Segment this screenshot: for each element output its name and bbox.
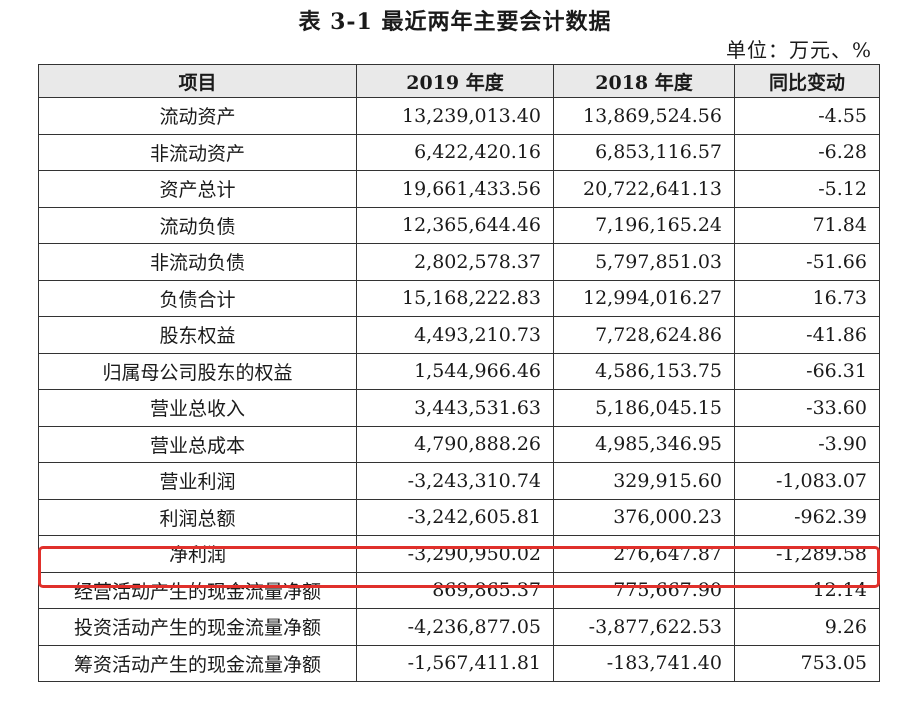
row-item-label: 经营活动产生的现金流量净额	[38, 571, 357, 609]
row-value-change: -4.55	[734, 97, 880, 135]
row-item-label: 净利润	[38, 535, 357, 573]
row-item-label: 非流动负债	[38, 243, 357, 281]
accounting-data-table: 项目 2019 年度 2018 年度 同比变动 流动资产 13,239,013.4…	[38, 64, 880, 682]
table-row: 归属母公司股东的权益 1,544,966.46 4,586,153.75 -66.31	[38, 352, 880, 390]
row-value-2019: -3,290,950.02	[356, 535, 554, 573]
row-value-2018: 5,186,045.15	[553, 389, 735, 427]
row-value-2018: 13,869,524.56	[553, 97, 735, 135]
row-value-change: 71.84	[734, 206, 880, 244]
row-item-label: 非流动资产	[38, 133, 357, 171]
row-value-2019: 4,790,888.26	[356, 425, 554, 463]
row-value-2018: 276,647.87	[553, 535, 735, 573]
row-value-2018: 6,853,116.57	[553, 133, 735, 171]
table-row: 非流动资产 6,422,420.16 6,853,116.57 -6.28	[38, 133, 880, 171]
row-value-2019: 6,422,420.16	[356, 133, 554, 171]
row-value-2019: -3,242,605.81	[356, 498, 554, 536]
row-item-label: 营业总成本	[38, 425, 357, 463]
table-header-row: 项目 2019 年度 2018 年度 同比变动	[38, 64, 880, 98]
row-item-label: 归属母公司股东的权益	[38, 352, 357, 390]
row-value-2019: -4,236,877.05	[356, 608, 554, 646]
row-value-2018: 7,196,165.24	[553, 206, 735, 244]
header-item: 项目	[38, 64, 357, 98]
row-item-label: 股东权益	[38, 316, 357, 354]
row-value-2019: 4,493,210.73	[356, 316, 554, 354]
row-value-2018: 4,985,346.95	[553, 425, 735, 463]
table-title: 表 3-1 最近两年主要会计数据	[298, 9, 612, 35]
row-item-label: 利润总额	[38, 498, 357, 536]
row-value-2018: -183,741.40	[553, 644, 735, 682]
row-value-2019: 19,661,433.56	[356, 170, 554, 208]
row-value-change: -6.28	[734, 133, 880, 171]
table-row: 投资活动产生的现金流量净额 -4,236,877.05 -3,877,622.53 9…	[38, 608, 880, 646]
table-row: 筹资活动产生的现金流量净额 -1,567,411.81 -183,741.40 753…	[38, 644, 880, 682]
row-value-2019: 2,802,578.37	[356, 243, 554, 281]
row-item-label: 筹资活动产生的现金流量净额	[38, 644, 357, 682]
table-row: 流动资产 13,239,013.40 13,869,524.56 -4.55	[38, 97, 880, 135]
row-value-2018: -3,877,622.53	[553, 608, 735, 646]
row-value-2018: 5,797,851.03	[553, 243, 735, 281]
row-value-2019: 15,168,222.83	[356, 279, 554, 317]
row-item-label: 营业总收入	[38, 389, 357, 427]
row-value-2019: 869,865.37	[356, 571, 554, 609]
row-value-2018: 329,915.60	[553, 462, 735, 500]
header-2018: 2018 年度	[553, 64, 735, 98]
table-row: 营业利润 -3,243,310.74 329,915.60 -1,083.07	[38, 462, 880, 500]
row-value-2019: -1,567,411.81	[356, 644, 554, 682]
table-row: 非流动负债 2,802,578.37 5,797,851.03 -51.66	[38, 243, 880, 281]
row-value-change: -51.66	[734, 243, 880, 281]
table-row: 流动负债 12,365,644.46 7,196,165.24 71.84	[38, 206, 880, 244]
row-item-label: 负债合计	[38, 279, 357, 317]
table-row: 资产总计 19,661,433.56 20,722,641.13 -5.12	[38, 170, 880, 208]
row-value-change: 753.05	[734, 644, 880, 682]
row-value-change: 9.26	[734, 608, 880, 646]
row-item-label: 流动负债	[38, 206, 357, 244]
row-item-label: 投资活动产生的现金流量净额	[38, 608, 357, 646]
table-row: 营业总成本 4,790,888.26 4,985,346.95 -3.90	[38, 425, 880, 463]
row-value-change: -1,289.58	[734, 535, 880, 573]
header-change: 同比变动	[734, 64, 880, 98]
row-value-change: -1,083.07	[734, 462, 880, 500]
row-value-change: -33.60	[734, 389, 880, 427]
row-value-2018: 775,667.90	[553, 571, 735, 609]
row-item-label: 资产总计	[38, 170, 357, 208]
row-value-2018: 376,000.23	[553, 498, 735, 536]
row-item-label: 营业利润	[38, 462, 357, 500]
row-value-2018: 7,728,624.86	[553, 316, 735, 354]
row-value-change: -66.31	[734, 352, 880, 390]
table-row-highlighted: 净利润 -3,290,950.02 276,647.87 -1,289.58	[38, 535, 880, 573]
row-value-2019: 1,544,966.46	[356, 352, 554, 390]
row-value-2018: 20,722,641.13	[553, 170, 735, 208]
row-value-2018: 4,586,153.75	[553, 352, 735, 390]
table-row: 股东权益 4,493,210.73 7,728,624.86 -41.86	[38, 316, 880, 354]
row-value-change: -962.39	[734, 498, 880, 536]
row-item-label: 流动资产	[38, 97, 357, 135]
row-value-2019: 12,365,644.46	[356, 206, 554, 244]
row-value-2019: -3,243,310.74	[356, 462, 554, 500]
table-row: 经营活动产生的现金流量净额 869,865.37 775,667.90 12.14	[38, 571, 880, 609]
row-value-2019: 3,443,531.63	[356, 389, 554, 427]
row-value-change: -5.12	[734, 170, 880, 208]
row-value-change: 16.73	[734, 279, 880, 317]
row-value-change: -3.90	[734, 425, 880, 463]
row-value-2019: 13,239,013.40	[356, 97, 554, 135]
unit-label: 单位：万元、%	[725, 38, 872, 62]
row-value-2018: 12,994,016.27	[553, 279, 735, 317]
row-value-change: 12.14	[734, 571, 880, 609]
table-row: 利润总额 -3,242,605.81 376,000.23 -962.39	[38, 498, 880, 536]
table-row: 营业总收入 3,443,531.63 5,186,045.15 -33.60	[38, 389, 880, 427]
table-row: 负债合计 15,168,222.83 12,994,016.27 16.73	[38, 279, 880, 317]
row-value-change: -41.86	[734, 316, 880, 354]
header-2019: 2019 年度	[356, 64, 554, 98]
